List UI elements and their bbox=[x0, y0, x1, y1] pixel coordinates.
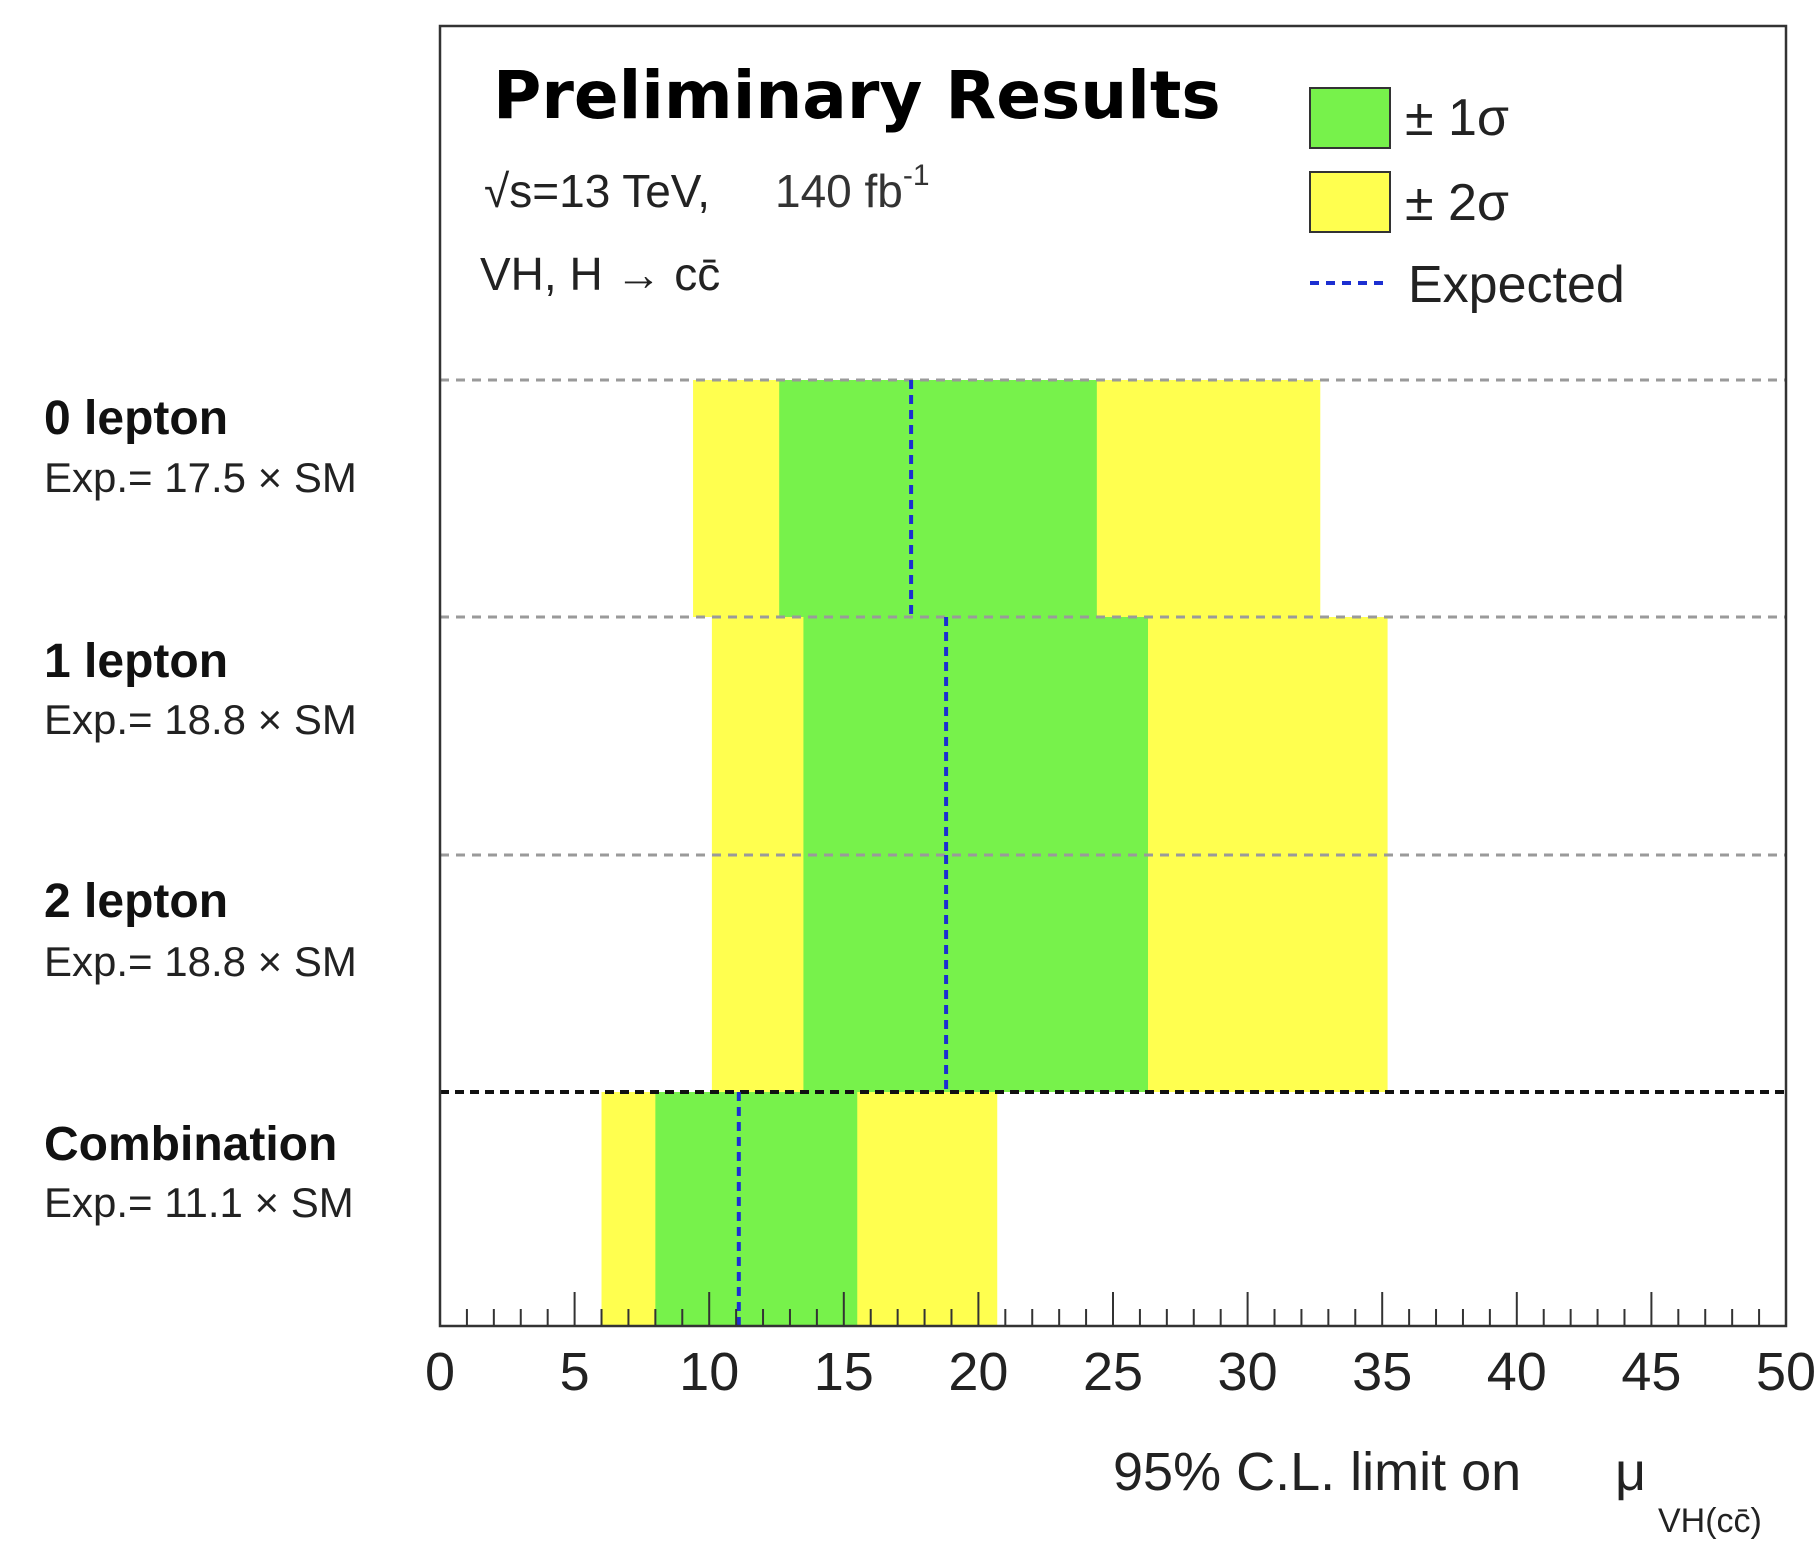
category-expected-0: Exp.= 17.5 × SM bbox=[44, 454, 357, 501]
band-1sigma-3 bbox=[655, 1092, 858, 1326]
x-tick-label: 40 bbox=[1487, 1342, 1547, 1402]
category-name-3: Combination bbox=[44, 1118, 337, 1171]
legend-swatch-1sigma bbox=[1309, 87, 1391, 149]
x-tick-label: 45 bbox=[1621, 1342, 1681, 1402]
x-axis-ticks bbox=[439, 1292, 1787, 1326]
sqrt-symbol: √ bbox=[484, 165, 510, 217]
category-name-2: 2 lepton bbox=[44, 875, 228, 928]
x-tick-label: 20 bbox=[948, 1342, 1008, 1402]
x-axis-symbol: μ bbox=[1615, 1442, 1646, 1502]
x-tick-label: 35 bbox=[1352, 1342, 1412, 1402]
lumi-text: 140 fb bbox=[775, 165, 903, 217]
band-1sigma-0 bbox=[779, 380, 1097, 617]
x-axis-label: 95% C.L. limit on bbox=[1113, 1442, 1521, 1502]
lumi-exponent: -1 bbox=[903, 159, 930, 192]
expected-lines-layer bbox=[736, 380, 949, 1326]
x-tick-label: 0 bbox=[425, 1342, 455, 1402]
bands-layer bbox=[601, 380, 1388, 1326]
legend-label-expected: Expected bbox=[1408, 256, 1625, 314]
legend-label-2sigma: ± 2σ bbox=[1405, 174, 1509, 232]
category-name-1: 1 lepton bbox=[44, 635, 228, 688]
x-axis-tick-labels: 0 5 10 15 20 25 30 35 40 45 50 bbox=[425, 1342, 1816, 1402]
x-tick-label: 30 bbox=[1218, 1342, 1278, 1402]
category-expected-1: Exp.= 18.8 × SM bbox=[44, 696, 357, 743]
x-tick-label: 50 bbox=[1756, 1342, 1816, 1402]
x-axis-subscript: VH(cc̄) bbox=[1658, 1502, 1762, 1540]
x-tick-label: 15 bbox=[814, 1342, 874, 1402]
process-label: VH, H → cc̄ bbox=[480, 248, 720, 300]
legend-swatch-2sigma bbox=[1309, 171, 1391, 233]
band-1sigma-2 bbox=[803, 855, 1148, 1092]
band-1sigma-1 bbox=[803, 617, 1148, 855]
legend: ± 1σ ± 2σ Expected bbox=[1309, 87, 1625, 314]
category-name-0: 0 lepton bbox=[44, 392, 228, 445]
separators-layer bbox=[440, 378, 1786, 1094]
category-expected-2: Exp.= 18.8 × SM bbox=[44, 938, 357, 985]
chart-title: Preliminary Results bbox=[493, 57, 1221, 134]
x-tick-label: 10 bbox=[679, 1342, 739, 1402]
energy-text: s=13 TeV, bbox=[509, 165, 710, 217]
x-tick-label: 5 bbox=[560, 1342, 590, 1402]
category-expected-3: Exp.= 11.1 × SM bbox=[44, 1179, 354, 1226]
energy-label: √s=13 TeV, bbox=[484, 165, 710, 217]
lumi-label: 140 fb-1 bbox=[775, 159, 930, 217]
category-labels: 0 lepton Exp.= 17.5 × SM 1 lepton Exp.= … bbox=[44, 392, 357, 1226]
x-tick-label: 25 bbox=[1083, 1342, 1143, 1402]
legend-label-1sigma: ± 1σ bbox=[1405, 89, 1509, 147]
